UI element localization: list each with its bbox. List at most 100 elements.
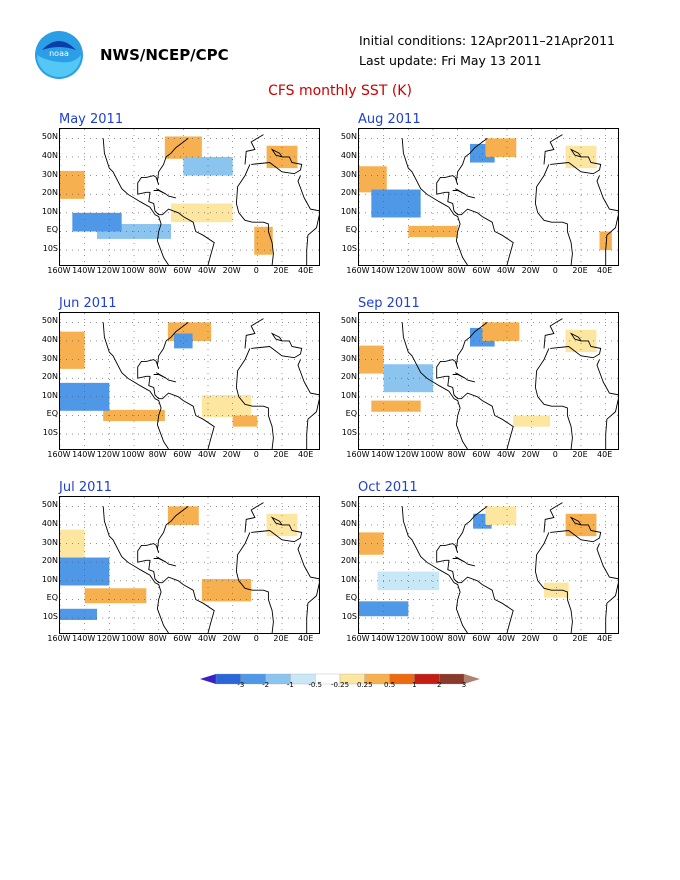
anomaly-region — [72, 212, 122, 232]
sst-map — [358, 128, 619, 266]
lat-label: 10N — [340, 574, 357, 584]
lon-label: 40W — [496, 266, 516, 275]
panel-title: Oct 2011 — [358, 480, 418, 495]
lon-label: 40W — [197, 266, 217, 275]
legend-label: 1 — [412, 681, 417, 689]
lat-label: 50N — [41, 500, 58, 510]
lon-label: 80W — [148, 266, 167, 275]
lat-label: EQ — [345, 225, 357, 235]
lon-label: 140W — [371, 266, 395, 275]
lat-label: EQ — [46, 593, 58, 603]
lon-label: 140W — [72, 450, 96, 459]
lon-label: 60W — [472, 450, 491, 459]
lon-label: 160W — [47, 634, 71, 643]
lon-label: 100W — [420, 266, 444, 275]
map-panel: Aug 2011 50N 40N 30N 20N 10N EQ 10S 160W 140W 120W… — [341, 112, 656, 302]
coastline — [550, 148, 602, 175]
lon-label: 120W — [395, 266, 419, 275]
lat-label: 10N — [41, 390, 58, 400]
lon-label: 60W — [472, 266, 491, 275]
anomaly-region — [599, 231, 612, 251]
lat-label: 30N — [340, 353, 357, 363]
lon-label: 0 — [253, 450, 259, 459]
coastline — [251, 148, 303, 175]
coastline — [244, 318, 264, 349]
coastline — [543, 134, 563, 165]
coastline — [165, 377, 177, 383]
sst-map — [59, 128, 320, 266]
lon-label: 20W — [521, 266, 540, 275]
lon-label: 40E — [298, 634, 314, 643]
lon-label: 140W — [72, 266, 96, 275]
lon-label: 100W — [121, 634, 145, 643]
lon-label: 20W — [521, 450, 540, 459]
lat-label: 10S — [341, 428, 357, 438]
legend-arrow-right — [464, 674, 480, 684]
lon-label: 140W — [371, 450, 395, 459]
lon-label: 160W — [346, 266, 370, 275]
lon-label: 20E — [572, 634, 588, 643]
logo-text: noaa — [49, 49, 69, 58]
lat-label: 10S — [42, 612, 58, 622]
anomaly-region — [485, 506, 517, 525]
anomaly-region — [201, 578, 252, 602]
lon-label: 80W — [447, 266, 466, 275]
lat-label: 50N — [340, 316, 357, 326]
anomaly-region — [84, 588, 147, 604]
lon-label: 40E — [298, 450, 314, 459]
legend-label: -1 — [286, 681, 294, 689]
coastline — [543, 318, 563, 349]
coastline — [436, 321, 514, 449]
lon-label: 60W — [173, 634, 192, 643]
coastline — [235, 164, 274, 265]
anomaly-region — [371, 400, 421, 412]
sst-map — [59, 496, 320, 634]
coastline — [102, 138, 169, 265]
lon-label: 20E — [572, 266, 588, 275]
legend-label: 3 — [461, 681, 467, 689]
lat-label: 20N — [340, 556, 357, 566]
sst-map — [59, 312, 320, 450]
last-update: Last update: Fri May 13 2011 — [359, 53, 542, 68]
lat-label: 30N — [340, 169, 357, 179]
lon-label: 0 — [552, 266, 558, 275]
anomaly-region — [183, 156, 233, 176]
coastline — [543, 502, 563, 533]
anomaly-region — [232, 415, 258, 427]
noaa-logo: noaa — [35, 31, 83, 79]
sst-map — [358, 496, 619, 634]
lat-label: 10N — [340, 390, 357, 400]
lat-label: 10N — [41, 206, 58, 216]
map-panel: Jul 2011 50N 40N 30N 20N 10N EQ 10S 160W 140W 120W… — [42, 480, 357, 670]
coastline — [153, 556, 167, 563]
lat-label: 50N — [41, 316, 58, 326]
anomaly-region — [60, 331, 85, 369]
lat-label: EQ — [46, 225, 58, 235]
lon-label: 20W — [222, 266, 241, 275]
coastline — [401, 322, 468, 449]
map-panel: Oct 2011 50N 40N 30N 20N 10N EQ 10S 160W 140W 120W… — [341, 480, 656, 670]
anomaly-region — [371, 189, 421, 218]
lon-label: 20E — [273, 634, 289, 643]
lon-label: 80W — [148, 634, 167, 643]
initial-conditions: Initial conditions: 12Apr2011–21Apr2011 — [359, 33, 615, 48]
coastline — [251, 332, 303, 359]
coastline — [297, 175, 319, 265]
lat-label: 20N — [340, 188, 357, 198]
coastline — [596, 543, 618, 633]
lon-label: 40W — [197, 634, 217, 643]
coastline — [452, 188, 466, 195]
legend-arrow-left — [200, 674, 216, 684]
lon-label: 40E — [597, 634, 613, 643]
lat-label: 10S — [341, 244, 357, 254]
coastline — [137, 505, 215, 633]
map-panel: Jun 2011 50N 40N 30N 20N 10N EQ 10S 160W 140W 120W… — [42, 296, 357, 486]
coastline — [596, 359, 618, 449]
lon-label: 160W — [47, 450, 71, 459]
legend-label: -2 — [262, 681, 270, 689]
lat-label: 50N — [41, 132, 58, 142]
lat-label: 10N — [340, 206, 357, 216]
lon-label: 40W — [496, 450, 516, 459]
lon-label: 0 — [253, 634, 259, 643]
legend-label: -3 — [237, 681, 245, 689]
